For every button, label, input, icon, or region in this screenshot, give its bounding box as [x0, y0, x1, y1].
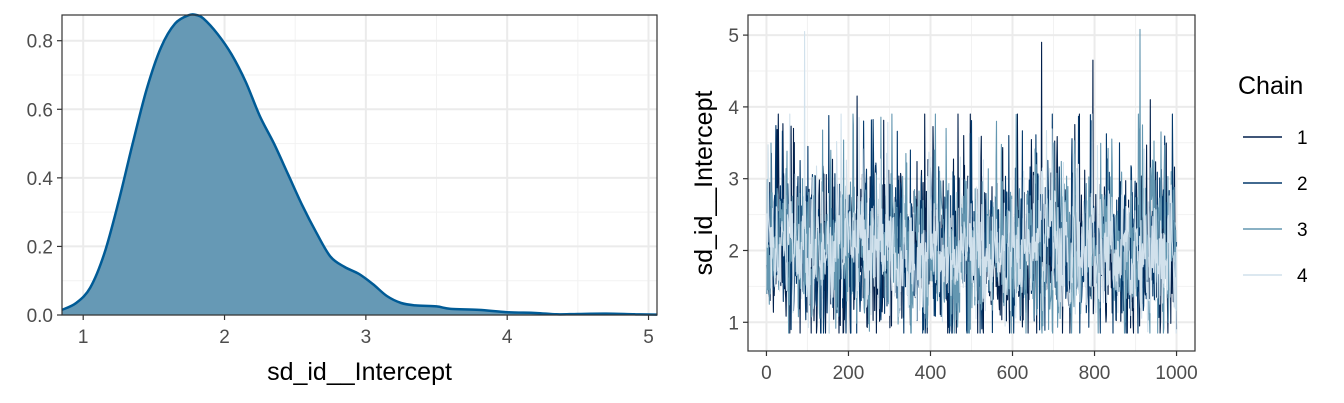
trace-x-tick-label: 800 — [1079, 363, 1111, 384]
trace-x-tick-label: 200 — [833, 363, 865, 384]
density-x-tick-label: 3 — [361, 327, 372, 348]
density-y-tick-label: 0.8 — [27, 32, 53, 53]
density-panel: 1 2 3 4 5 0.0 0.2 0.4 0.6 0.8 sd_id__Intercept — [27, 12, 658, 386]
density-x-axis: 1 2 3 4 5 — [78, 315, 654, 348]
legend-title: Chain — [1238, 72, 1303, 100]
density-outline — [61, 12, 658, 316]
trace-y-axis: 1 2 3 4 5 — [728, 26, 748, 334]
density-area-fill — [62, 14, 657, 315]
legend-label-chain-4: 4 — [1297, 266, 1308, 287]
trace-y-tick-label: 5 — [728, 26, 739, 47]
trace-x-tick-label: 1000 — [1155, 363, 1197, 384]
density-curve — [61, 12, 658, 316]
density-x-tick-label: 2 — [219, 327, 230, 348]
density-y-tick-label: 0.0 — [27, 306, 53, 327]
density-y-tick-label: 0.2 — [27, 237, 53, 258]
trace-lines — [766, 28, 1178, 334]
trace-x-tick-label: 400 — [915, 363, 947, 384]
trace-y-tick-label: 3 — [728, 170, 739, 191]
trace-line-chain-4 — [766, 30, 1178, 334]
legend-label-chain-2: 2 — [1297, 174, 1308, 195]
density-x-tick-label: 1 — [78, 327, 89, 348]
trace-y-tick-label: 4 — [728, 98, 739, 119]
density-y-axis: 0.0 0.2 0.4 0.6 0.8 — [27, 32, 62, 327]
legend-label-chain-1: 1 — [1297, 128, 1308, 149]
legend-label-chain-3: 3 — [1297, 220, 1308, 241]
trace-panel-border — [747, 14, 1196, 352]
density-y-tick-label: 0.6 — [27, 100, 53, 121]
chain-legend: Chain 1 2 3 4 — [1238, 72, 1308, 287]
trace-y-tick-label: 2 — [728, 241, 739, 262]
trace-y-tick-label: 1 — [728, 313, 739, 334]
trace-x-tick-label: 0 — [761, 363, 772, 384]
density-panel-border — [61, 14, 658, 316]
density-x-tick-label: 4 — [502, 327, 513, 348]
trace-x-tick-label: 600 — [997, 363, 1029, 384]
density-x-tick-label: 5 — [643, 327, 654, 348]
density-x-axis-title: sd_id__Intercept — [267, 358, 452, 386]
density-y-tick-label: 0.4 — [27, 169, 54, 190]
trace-panel: 0 200 400 600 800 1000 1 2 3 4 5 sd_id__Intercept — [690, 14, 1198, 384]
trace-y-axis-title: sd_id__Intercept — [690, 91, 718, 276]
trace-x-axis: 0 200 400 600 800 1000 — [761, 351, 1198, 384]
